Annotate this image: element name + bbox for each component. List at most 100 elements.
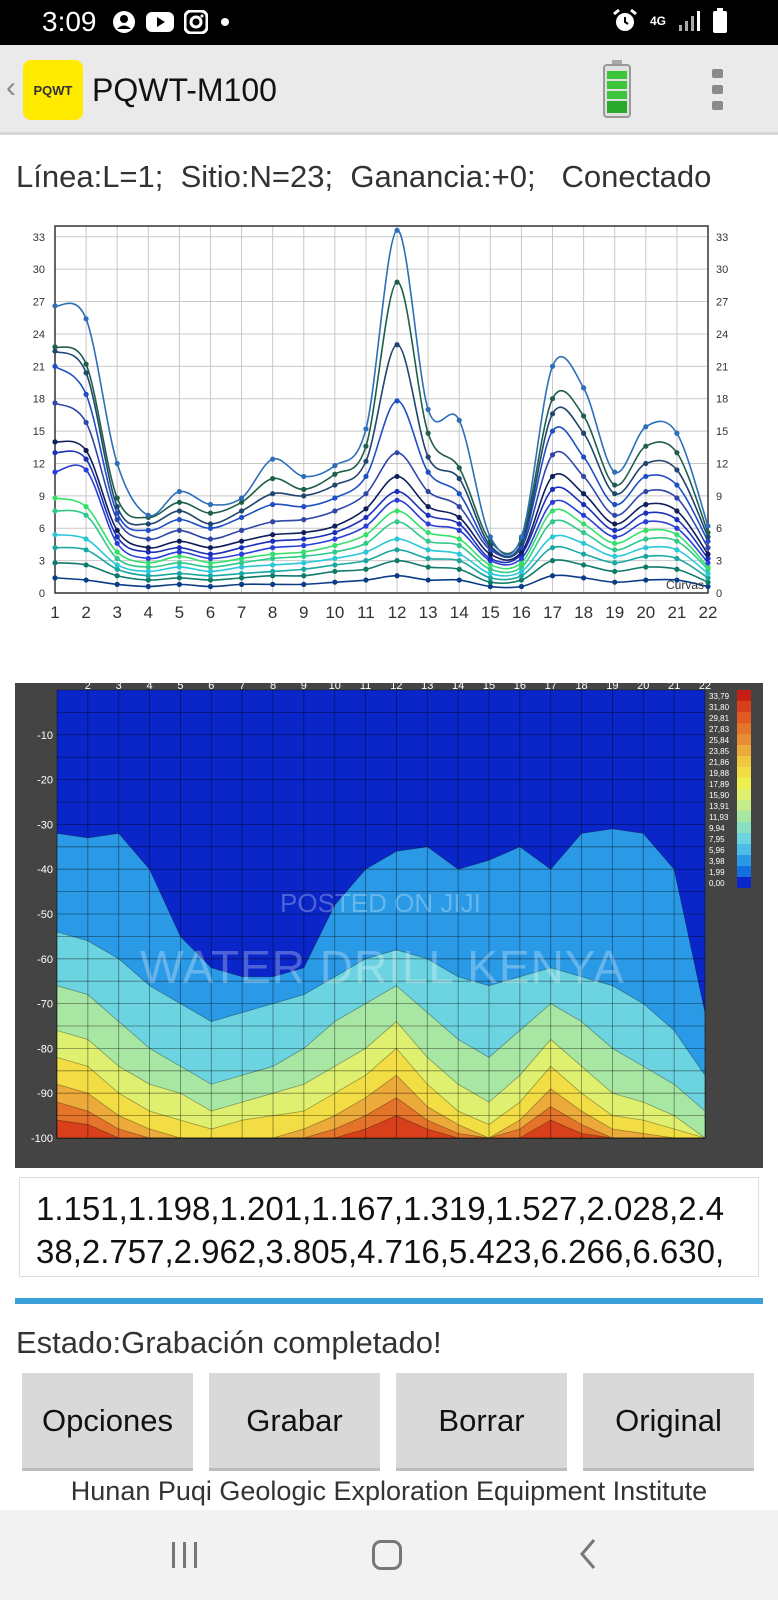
data-point — [145, 549, 151, 555]
data-values-box[interactable]: 1.151,1.198,1.201,1.167,1.319,1.527,2.02… — [19, 1177, 759, 1277]
data-point — [674, 467, 680, 473]
data-point — [301, 573, 307, 579]
data-point — [332, 562, 338, 568]
data-point — [176, 549, 182, 555]
data-point — [176, 508, 182, 514]
data-point — [643, 488, 649, 495]
data-point — [114, 562, 120, 568]
data-point — [52, 348, 58, 354]
status-left-icons — [112, 10, 232, 34]
data-point — [705, 534, 711, 540]
legend-value: 25,84 — [709, 736, 730, 745]
back-chevron-icon[interactable]: ‹ — [6, 71, 16, 104]
data-point — [674, 430, 680, 436]
y-tick-label-left: 3 — [39, 556, 45, 568]
y-tick-label-right: 30 — [716, 264, 728, 276]
home-icon[interactable] — [372, 1540, 402, 1570]
data-point — [425, 512, 431, 518]
data-point — [83, 547, 89, 553]
data-point — [612, 553, 618, 559]
borrar-button[interactable]: Borrar — [396, 1373, 567, 1471]
data-point — [332, 579, 338, 585]
data-point — [207, 525, 214, 531]
data-point — [425, 564, 431, 570]
legend-value: 31,80 — [709, 703, 730, 712]
y-tick-label: -70 — [37, 999, 53, 1011]
y-tick-label: -50 — [37, 909, 53, 921]
y-tick-label-left: 15 — [33, 426, 45, 438]
data-point — [549, 486, 556, 492]
data-point — [674, 532, 680, 538]
data-point — [394, 536, 400, 542]
data-point — [176, 527, 182, 533]
legend-swatch — [737, 811, 751, 822]
x-tick-label: 4 — [144, 603, 153, 622]
legend-swatch — [737, 866, 751, 877]
data-point — [207, 573, 214, 579]
data-point — [612, 547, 618, 553]
data-point — [456, 577, 462, 583]
opciones-button[interactable]: Opciones — [22, 1373, 193, 1471]
overflow-menu-icon[interactable] — [712, 69, 723, 110]
data-point — [238, 564, 245, 570]
x-tick-label: 12 — [388, 603, 407, 622]
data-point — [238, 545, 245, 551]
x-tick-label: 21 — [667, 603, 686, 622]
x-tick-label: 11 — [360, 683, 371, 692]
data-point — [549, 499, 556, 505]
data-point — [114, 460, 120, 467]
data-point — [612, 534, 618, 540]
data-point — [145, 527, 151, 533]
app-title: PQWT-M100 — [92, 72, 277, 108]
data-point — [549, 363, 556, 369]
data-point — [238, 575, 245, 581]
data-point — [487, 555, 493, 562]
data-point — [363, 514, 369, 521]
y-tick-label: -60 — [37, 954, 53, 966]
data-point — [238, 581, 245, 587]
data-point — [674, 566, 680, 572]
data-point — [145, 555, 151, 562]
plot-frame — [54, 225, 709, 594]
x-tick-label: 18 — [575, 683, 587, 692]
data-point — [518, 560, 525, 566]
y-tick-label-right: 21 — [716, 361, 728, 373]
back-icon[interactable] — [578, 1536, 598, 1572]
data-point — [705, 579, 711, 585]
grabar-button[interactable]: Grabar — [209, 1373, 380, 1471]
y-tick-label-left: 9 — [39, 491, 45, 503]
data-point — [301, 473, 307, 480]
series-line — [54, 497, 709, 570]
data-point — [549, 396, 556, 402]
data-point — [643, 553, 649, 559]
data-point — [549, 452, 556, 458]
data-point — [394, 558, 400, 564]
x-tick-label: 2 — [81, 603, 90, 622]
data-point — [394, 488, 400, 495]
data-point — [238, 499, 245, 505]
data-point — [425, 406, 431, 413]
data-point — [518, 573, 525, 579]
series-line — [54, 533, 709, 577]
data-point — [581, 512, 587, 518]
alarm-icon — [613, 8, 637, 31]
recent-apps-icon[interactable] — [172, 1542, 197, 1568]
series-line — [54, 509, 709, 574]
data-point — [238, 508, 245, 514]
data-point — [425, 454, 431, 460]
original-button[interactable]: Original — [583, 1373, 754, 1471]
data-point — [145, 536, 151, 542]
data-point — [456, 527, 462, 533]
data-point — [456, 558, 462, 564]
data-point — [394, 473, 400, 480]
x-tick-label: 19 — [606, 683, 618, 692]
data-point — [643, 527, 649, 533]
x-tick-label: 5 — [177, 683, 183, 692]
data-point — [207, 555, 214, 562]
data-point — [425, 538, 431, 544]
data-point — [674, 482, 680, 488]
data-point — [145, 564, 151, 570]
data-point — [487, 551, 493, 557]
data-point — [643, 577, 649, 583]
